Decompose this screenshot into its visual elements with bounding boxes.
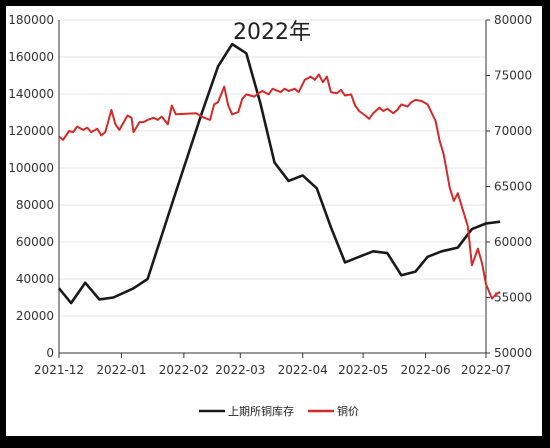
y-right-tick-label: 50000 bbox=[494, 346, 532, 360]
y-left-tick-label: 40000 bbox=[16, 272, 54, 286]
y-left-tick-label: 180000 bbox=[8, 13, 54, 27]
y-right-tick-label: 55000 bbox=[494, 291, 532, 305]
dual-axis-line-chart: 0 20000 40000 60000 80000 100000 120000 140000 1… bbox=[8, 13, 532, 418]
x-tick-label: 2022-04 bbox=[278, 363, 328, 377]
y-left-tick-label: 120000 bbox=[8, 124, 54, 138]
series-points-1 bbox=[59, 44, 500, 303]
x-tick-label: 2022-02 bbox=[159, 363, 209, 377]
y-left-tick-label: 80000 bbox=[16, 198, 54, 212]
x-tick-label: 2022-07 bbox=[461, 363, 511, 377]
y-right-tick-label: 70000 bbox=[494, 124, 532, 138]
x-tick-label: 2022-03 bbox=[215, 363, 265, 377]
y-left-tick-label: 20000 bbox=[16, 309, 54, 323]
series-line-2 bbox=[58, 73, 501, 300]
y-right-tick-label: 60000 bbox=[494, 235, 532, 249]
x-tick-label: 2022-01 bbox=[96, 363, 146, 377]
legend-label-1: 上期所铜库存 bbox=[228, 404, 294, 418]
y-left-tick-label: 160000 bbox=[8, 50, 54, 64]
y-left-tick-label: 60000 bbox=[16, 235, 54, 249]
x-tick-label: 2022-05 bbox=[338, 363, 388, 377]
grid-layer bbox=[59, 19, 486, 354]
series-line-1 bbox=[57, 42, 501, 305]
y-right-tick-label: 65000 bbox=[494, 180, 532, 194]
y-right-tick-label: 75000 bbox=[494, 69, 532, 83]
x-tick-label: 2021-12 bbox=[34, 363, 84, 377]
axis-layer: 0 20000 40000 60000 80000 100000 120000 140000 1… bbox=[8, 13, 532, 377]
chart-title: 2022年 bbox=[233, 20, 311, 45]
y-right-tick-label: 80000 bbox=[494, 13, 532, 27]
chart-frame: 0 20000 40000 60000 80000 100000 120000 140000 1… bbox=[6, 6, 542, 436]
series-layer bbox=[57, 42, 501, 305]
y-left-tick-label: 140000 bbox=[8, 87, 54, 101]
legend: 上期所铜库存 铜价 bbox=[199, 404, 359, 418]
x-tick-label: 2022-06 bbox=[401, 363, 451, 377]
y-left-tick-label: 100000 bbox=[8, 161, 54, 175]
series-points-2 bbox=[59, 74, 500, 298]
legend-label-2: 铜价 bbox=[337, 404, 359, 418]
y-left-tick-label: 0 bbox=[46, 346, 54, 360]
